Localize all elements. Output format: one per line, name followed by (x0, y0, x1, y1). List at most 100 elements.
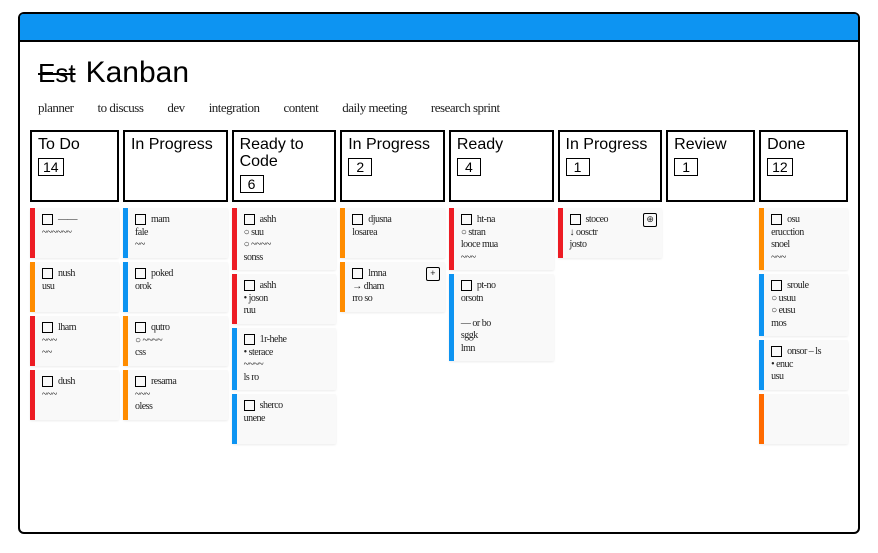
kanban-card[interactable]: pt-noorsotn — or bo sggk lmn (449, 274, 554, 361)
kanban-card[interactable]: ashh• josonruu (232, 274, 337, 324)
kanban-column: Ready4 ht-na○ stranlooce mua~~~ pt-noors… (449, 130, 554, 520)
kanban-card[interactable]: sroule○ usuu○ eusumos (759, 274, 848, 336)
card-stripe (30, 262, 35, 312)
card-text: dush~~~ (42, 376, 113, 401)
card-text: osuerucctionsnoel~~~ (771, 214, 842, 264)
card-stripe (30, 316, 35, 366)
card-text: mamfale~~ (135, 214, 222, 252)
card-stripe (759, 394, 764, 444)
card-text: nushusu (42, 268, 113, 293)
tab-item[interactable]: content (284, 100, 319, 116)
card-text: ashh○ suu○ ~~~~sonss (244, 214, 331, 264)
card-text: ——~~~~~~ (42, 214, 113, 239)
card-text: pokedorok (135, 268, 222, 293)
card-stripe (232, 328, 237, 390)
card-text: shercounene (244, 400, 331, 425)
kanban-card[interactable]: djusnalosarea (340, 208, 445, 258)
tab-item[interactable]: to discuss (97, 100, 143, 116)
kanban-column: Review 1 (666, 130, 755, 520)
card-stripe (232, 394, 237, 444)
tab-item[interactable]: research sprint (431, 100, 500, 116)
card-text: resama~~~oless (135, 376, 222, 414)
window-top-bar (20, 14, 858, 42)
column-header: In Progress (123, 130, 228, 202)
column-header: Ready to Code 6 (232, 130, 337, 202)
card-text: ht-na○ stranlooce mua~~~ (461, 214, 548, 264)
column-count: 12 (767, 158, 793, 176)
card-text: onsor – ls• enucusu (771, 346, 842, 384)
column-title: In Progress (566, 137, 655, 154)
column-title: Ready (457, 137, 546, 154)
kanban-card[interactable]: onsor – ls• enucusu (759, 340, 848, 390)
card-pin-icon[interactable]: ⊕ (643, 213, 657, 227)
kanban-card[interactable]: + lmna→ dhamrro so (340, 262, 445, 312)
title-struck: Est (38, 58, 76, 89)
kanban-card[interactable]: qutro○ ~~~~css (123, 316, 228, 366)
tab-item[interactable]: dev (167, 100, 184, 116)
column-title: Review (674, 137, 747, 154)
column-header: Review 1 (666, 130, 755, 202)
tab-item[interactable]: integration (209, 100, 260, 116)
card-stripe (558, 208, 563, 258)
cards-list: mamfale~~ pokedorok qutro○ ~~~~css resam… (123, 208, 228, 420)
kanban-card[interactable]: mamfale~~ (123, 208, 228, 258)
column-count: 14 (38, 158, 64, 176)
kanban-card[interactable]: resama~~~oless (123, 370, 228, 420)
kanban-card[interactable]: osuerucctionsnoel~~~ (759, 208, 848, 270)
card-pin-icon[interactable]: + (426, 267, 440, 281)
kanban-card[interactable]: ht-na○ stranlooce mua~~~ (449, 208, 554, 270)
column-count: 1 (674, 158, 698, 176)
kanban-column: In Progress mamfale~~ pokedorok qutro○ ~… (123, 130, 228, 520)
card-text: qutro○ ~~~~css (135, 322, 222, 360)
cards-list: ⊕ stoceo↓ oosctrjosto (558, 208, 663, 258)
card-stripe (759, 340, 764, 390)
kanban-column: To Do 14 ——~~~~~~ nushusu lham~~~~~ dush~… (30, 130, 119, 520)
card-text: ashh• josonruu (244, 280, 331, 318)
card-stripe (759, 208, 764, 270)
column-header: In Progress 2 (340, 130, 445, 202)
column-title: In Progress (348, 137, 437, 154)
column-title: In Progress (131, 137, 220, 154)
card-stripe (30, 208, 35, 258)
card-stripe (340, 262, 345, 312)
card-stripe (123, 370, 128, 420)
kanban-card[interactable]: lham~~~~~ (30, 316, 119, 366)
kanban-card[interactable]: dush~~~ (30, 370, 119, 420)
cards-list: ht-na○ stranlooce mua~~~ pt-noorsotn — o… (449, 208, 554, 361)
kanban-card[interactable]: pokedorok (123, 262, 228, 312)
kanban-card[interactable]: 1r-hehe• sterace~~~~ls ro (232, 328, 337, 390)
kanban-card[interactable]: ——~~~~~~ (30, 208, 119, 258)
card-text: djusnalosarea (352, 214, 439, 239)
card-stripe (232, 274, 237, 324)
column-title: To Do (38, 137, 111, 154)
tab-item[interactable]: planner (38, 100, 73, 116)
column-header: Done 12 (759, 130, 848, 202)
card-stripe (123, 208, 128, 258)
columns-container: To Do 14 ——~~~~~~ nushusu lham~~~~~ dush~… (30, 130, 848, 520)
kanban-card[interactable]: nushusu (30, 262, 119, 312)
kanban-wireframe: Est Kanban planner to discuss dev integrati… (0, 0, 878, 553)
kanban-card[interactable]: ashh○ suu○ ~~~~sonss (232, 208, 337, 270)
column-title: Ready to Code (240, 137, 329, 171)
card-stripe (449, 274, 454, 361)
card-stripe (30, 370, 35, 420)
card-text: lham~~~~~ (42, 322, 113, 360)
card-stripe (340, 208, 345, 258)
column-count: 6 (240, 175, 264, 193)
page-title: Kanban (86, 56, 189, 90)
kanban-card[interactable] (759, 394, 848, 444)
cards-list: osuerucctionsnoel~~~ sroule○ usuu○ eusum… (759, 208, 848, 444)
board-frame: Est Kanban planner to discuss dev integrati… (18, 12, 860, 534)
kanban-card[interactable]: ⊕ stoceo↓ oosctrjosto (558, 208, 663, 258)
column-title: Done (767, 137, 840, 154)
tab-item[interactable]: daily meeting (342, 100, 407, 116)
title-row: Est Kanban (38, 56, 189, 90)
view-tabs: planner to discuss dev integration content da… (38, 100, 500, 116)
card-text: sroule○ usuu○ eusumos (771, 280, 842, 330)
kanban-card[interactable]: shercounene (232, 394, 337, 444)
card-stripe (123, 316, 128, 366)
cards-list: djusnalosarea + lmna→ dhamrro so (340, 208, 445, 312)
column-count: 2 (348, 158, 372, 176)
kanban-column: In Progress 2 djusnalosarea + lmna→ dhamrr… (340, 130, 445, 520)
card-text: 1r-hehe• sterace~~~~ls ro (244, 334, 331, 384)
